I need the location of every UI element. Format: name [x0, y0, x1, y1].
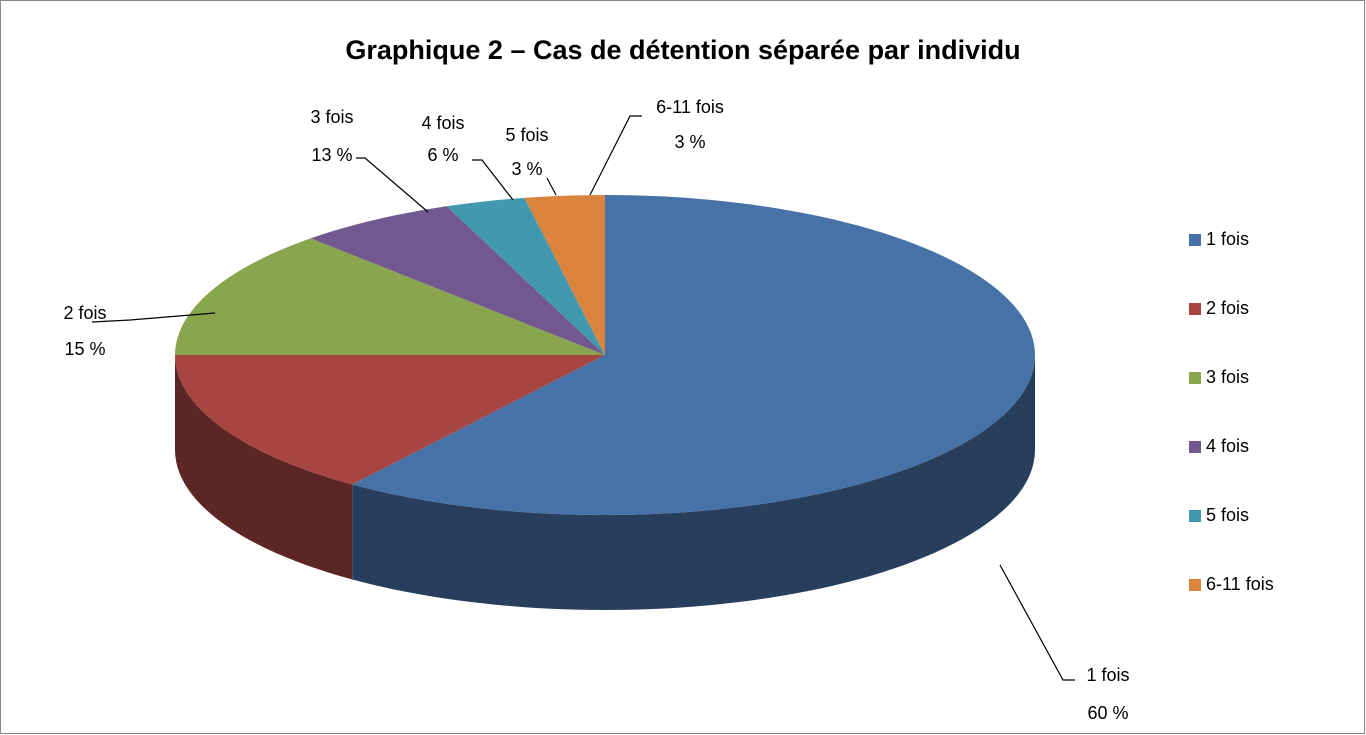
legend-swatch	[1189, 234, 1201, 246]
data-label-name: 6-11 fois	[656, 97, 724, 117]
chart-title: Graphique 2 – Cas de détention séparée p…	[345, 35, 1020, 65]
legend-swatch	[1189, 441, 1201, 453]
slice	[446, 197, 605, 355]
slice	[310, 206, 605, 355]
data-label-value: 6 %	[427, 145, 458, 165]
leader-line	[91, 312, 216, 323]
slice	[352, 195, 1036, 515]
leader-line	[589, 115, 642, 196]
leader-line	[999, 564, 1075, 681]
legend-swatch	[1189, 510, 1201, 522]
legend-label: 2 fois	[1206, 298, 1249, 318]
data-label-value: 3 %	[511, 159, 542, 179]
slice-side	[175, 355, 353, 580]
leader-line	[472, 159, 514, 201]
data-label-name: 4 fois	[421, 113, 464, 133]
slice	[524, 195, 605, 355]
data-label-value: 13 %	[311, 145, 352, 165]
legend-label: 6-11 fois	[1206, 574, 1274, 594]
slice	[175, 238, 605, 355]
data-label-name: 3 fois	[310, 107, 353, 127]
leader-line	[546, 177, 557, 196]
data-label-name: 2 fois	[63, 303, 106, 323]
data-label-value: 3 %	[674, 132, 705, 152]
legend-swatch	[1189, 579, 1201, 591]
legend-label: 3 fois	[1206, 367, 1249, 387]
legend-label: 5 fois	[1206, 505, 1249, 525]
data-label-name: 5 fois	[505, 125, 548, 145]
data-label-value: 60 %	[1087, 703, 1128, 723]
data-label-value: 15 %	[64, 339, 105, 359]
legend-label: 1 fois	[1206, 229, 1249, 249]
data-label-name: 1 fois	[1086, 665, 1129, 685]
legend-swatch	[1189, 372, 1201, 384]
slice	[175, 355, 605, 485]
leader-line	[356, 157, 429, 213]
slice-side	[352, 355, 1036, 610]
legend-label: 4 fois	[1206, 436, 1249, 456]
legend-swatch	[1189, 303, 1201, 315]
